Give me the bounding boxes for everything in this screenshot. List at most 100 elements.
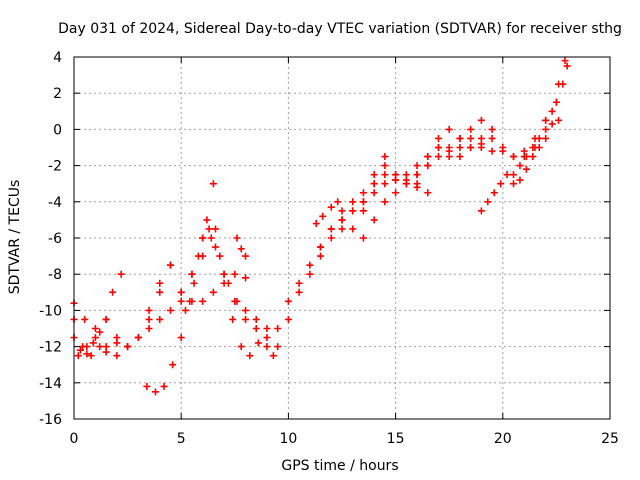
data-point [252,315,260,323]
data-point [317,243,325,251]
y-tick-label: -2 [48,159,62,175]
data-point [229,315,237,323]
data-point [166,306,174,314]
data-point [542,116,550,124]
data-point [497,180,505,188]
data-point [555,116,563,124]
data-point [205,225,213,233]
data-point [181,306,189,314]
data-point [499,144,507,151]
series-track-9 [312,198,342,228]
data-point [529,144,537,151]
data-point [535,134,543,142]
data-point [413,180,421,188]
data-point [563,62,571,70]
y-axis-label: SDTVAR / TECUs [7,180,23,295]
data-point [510,180,518,188]
data-point [269,352,277,360]
data-point [548,120,556,128]
data-point [445,153,453,161]
data-point [327,234,335,242]
series-track-12 [359,80,567,242]
data-point [510,153,518,161]
data-point [349,225,357,233]
data-point [145,315,153,323]
data-point [561,57,569,65]
data-point [456,153,464,161]
series-track-8 [274,116,485,351]
y-tick-label: -16 [39,412,62,428]
data-point [102,315,110,323]
data-point [381,180,389,188]
data-point [89,339,97,347]
data-point [242,274,250,282]
data-point [145,306,153,314]
data-point [190,279,198,287]
data-point [370,216,378,224]
data-point [424,162,432,170]
y-tick-label: -4 [48,195,62,211]
data-point [156,279,164,287]
data-point [102,348,110,356]
data-point [212,243,220,251]
data-point [284,297,292,305]
data-point [74,352,82,360]
data-point [160,382,168,390]
data-point [424,189,432,197]
data-point [477,134,485,142]
data-point [542,125,550,133]
data-point [488,147,496,155]
data-point [488,134,496,142]
data-point [216,252,224,260]
data-point [284,315,292,323]
data-point [370,180,378,188]
data-point [456,144,464,151]
data-point [338,225,346,233]
data-point [242,315,250,323]
data-point [91,325,99,332]
data-point [467,125,475,133]
data-point [312,220,320,228]
data-point [338,207,346,215]
y-tick-label: 0 [53,122,62,138]
data-point [207,234,215,242]
data-point [370,189,378,197]
data-point [402,180,410,188]
data-point [392,171,400,179]
data-point [381,171,389,179]
data-point [83,343,91,351]
x-axis-label: GPS time / hours [281,458,398,474]
data-point [203,216,211,224]
data-point [359,189,367,197]
data-point [166,261,174,269]
x-tick-label: 5 [177,431,186,447]
data-point [212,225,220,233]
data-point [456,134,464,142]
data-point [359,198,367,206]
y-tick-label: -14 [39,376,62,392]
data-point [555,80,563,88]
data-points [70,57,571,396]
data-point [231,270,239,278]
y-tick-label: -12 [39,340,62,356]
data-point [233,297,241,305]
data-point [91,334,99,342]
grid [74,57,610,419]
data-point [327,225,335,233]
x-tick-label: 10 [279,431,297,447]
data-point [252,325,260,332]
data-point [317,252,325,260]
data-point [490,189,498,197]
y-tick-label: 4 [53,50,62,66]
data-point [445,144,453,151]
data-point [522,153,530,161]
data-point [542,134,550,142]
data-point [156,288,164,296]
data-point [295,288,303,296]
series-track-5 [143,216,277,396]
data-point [96,343,104,351]
data-point [520,147,528,155]
data-point [254,339,262,347]
data-point [199,252,207,260]
data-point [548,107,556,115]
